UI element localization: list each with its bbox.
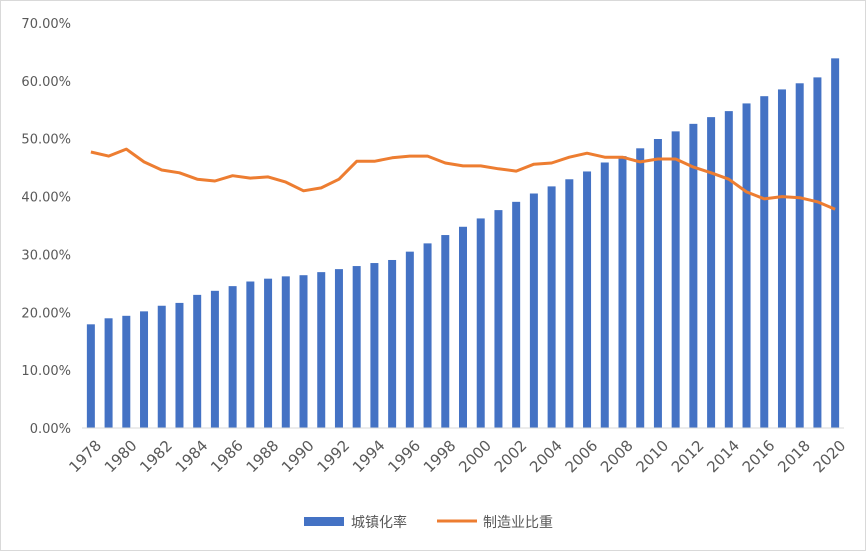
bar-1994: [370, 263, 378, 428]
x-tick-label: 1984: [172, 437, 212, 477]
y-axis: 0.00% 10.00% 20.00% 30.00% 40.00% 50.00% 60.00…: [21, 17, 71, 437]
legend: 城镇化率 制造业比重: [304, 514, 553, 531]
bar-2015: [743, 103, 751, 428]
bar-2018: [796, 83, 804, 428]
bar-1993: [353, 266, 361, 428]
x-tick-label: 1978: [65, 437, 105, 477]
bar-2019: [813, 77, 821, 428]
y-tick-label: 40.00%: [21, 191, 71, 206]
bar-series: [87, 58, 839, 428]
bar-1987: [246, 282, 254, 428]
x-tick-label: 1994: [349, 437, 389, 477]
y-tick-label: 50.00%: [21, 133, 71, 148]
y-tick-label: 20.00%: [21, 306, 71, 321]
bar-2008: [618, 156, 626, 428]
bar-1996: [406, 252, 414, 428]
bar-1982: [158, 306, 166, 428]
bar-2005: [565, 179, 573, 428]
x-tick-label: 2020: [810, 437, 850, 477]
bar-1979: [105, 318, 113, 428]
x-tick-label: 2012: [668, 437, 708, 477]
x-tick-label: 2008: [597, 437, 637, 477]
y-tick-label: 10.00%: [21, 364, 71, 379]
bar-2010: [654, 139, 662, 428]
bar-2000: [477, 218, 485, 428]
bar-2016: [760, 96, 768, 428]
x-tick-label: 2018: [774, 437, 814, 477]
x-tick-label: 2004: [526, 437, 566, 477]
bar-2014: [725, 111, 733, 428]
x-tick-label: 1980: [101, 437, 141, 477]
x-tick-label: 1996: [384, 437, 424, 477]
bar-2013: [707, 117, 715, 428]
bar-1980: [122, 316, 130, 428]
x-axis: 1978198019821984198619881990199219941996…: [65, 437, 849, 477]
bar-1989: [282, 276, 290, 428]
bar-2009: [636, 148, 644, 428]
line-path: [91, 149, 835, 209]
legend-label-line: 制造业比重: [483, 515, 553, 531]
bar-1985: [211, 291, 219, 428]
x-tick-label: 1998: [420, 437, 460, 477]
x-tick-label: 2014: [703, 437, 743, 477]
bar-2004: [548, 186, 556, 428]
bar-1981: [140, 311, 148, 428]
bar-2020: [831, 58, 839, 428]
bar-1998: [441, 235, 449, 428]
bar-1988: [264, 279, 272, 428]
bar-2001: [494, 210, 502, 428]
bar-2002: [512, 202, 520, 428]
x-tick-label: 1992: [313, 437, 353, 477]
y-tick-label: 30.00%: [21, 248, 71, 263]
bar-1999: [459, 227, 467, 428]
bar-2017: [778, 89, 786, 428]
bar-1984: [193, 295, 201, 428]
x-tick-label: 1988: [243, 437, 283, 477]
bar-1991: [317, 272, 325, 428]
legend-swatch-bar: [304, 517, 344, 526]
bar-1997: [424, 243, 432, 428]
y-tick-label: 0.00%: [30, 422, 71, 437]
x-tick-label: 1990: [278, 437, 318, 477]
bar-2011: [672, 131, 680, 428]
bar-1978: [87, 324, 95, 428]
bar-1986: [229, 286, 237, 428]
x-tick-label: 1986: [207, 437, 247, 477]
bar-1990: [300, 275, 308, 428]
x-tick-label: 2016: [739, 437, 779, 477]
bar-1992: [335, 269, 343, 428]
x-tick-label: 2006: [562, 437, 602, 477]
legend-label-bar: 城镇化率: [351, 514, 407, 531]
bar-1995: [388, 260, 396, 428]
bar-2006: [583, 171, 591, 428]
y-tick-label: 60.00%: [21, 75, 71, 90]
x-tick-label: 1982: [136, 437, 176, 477]
x-tick-label: 2010: [632, 437, 672, 477]
x-tick-label: 2002: [491, 437, 531, 477]
x-tick-label: 2000: [455, 437, 495, 477]
bar-2007: [601, 162, 609, 428]
y-tick-label: 70.00%: [21, 17, 71, 32]
line-series: [91, 149, 835, 209]
bar-2003: [530, 194, 538, 428]
bar-1983: [175, 303, 183, 428]
